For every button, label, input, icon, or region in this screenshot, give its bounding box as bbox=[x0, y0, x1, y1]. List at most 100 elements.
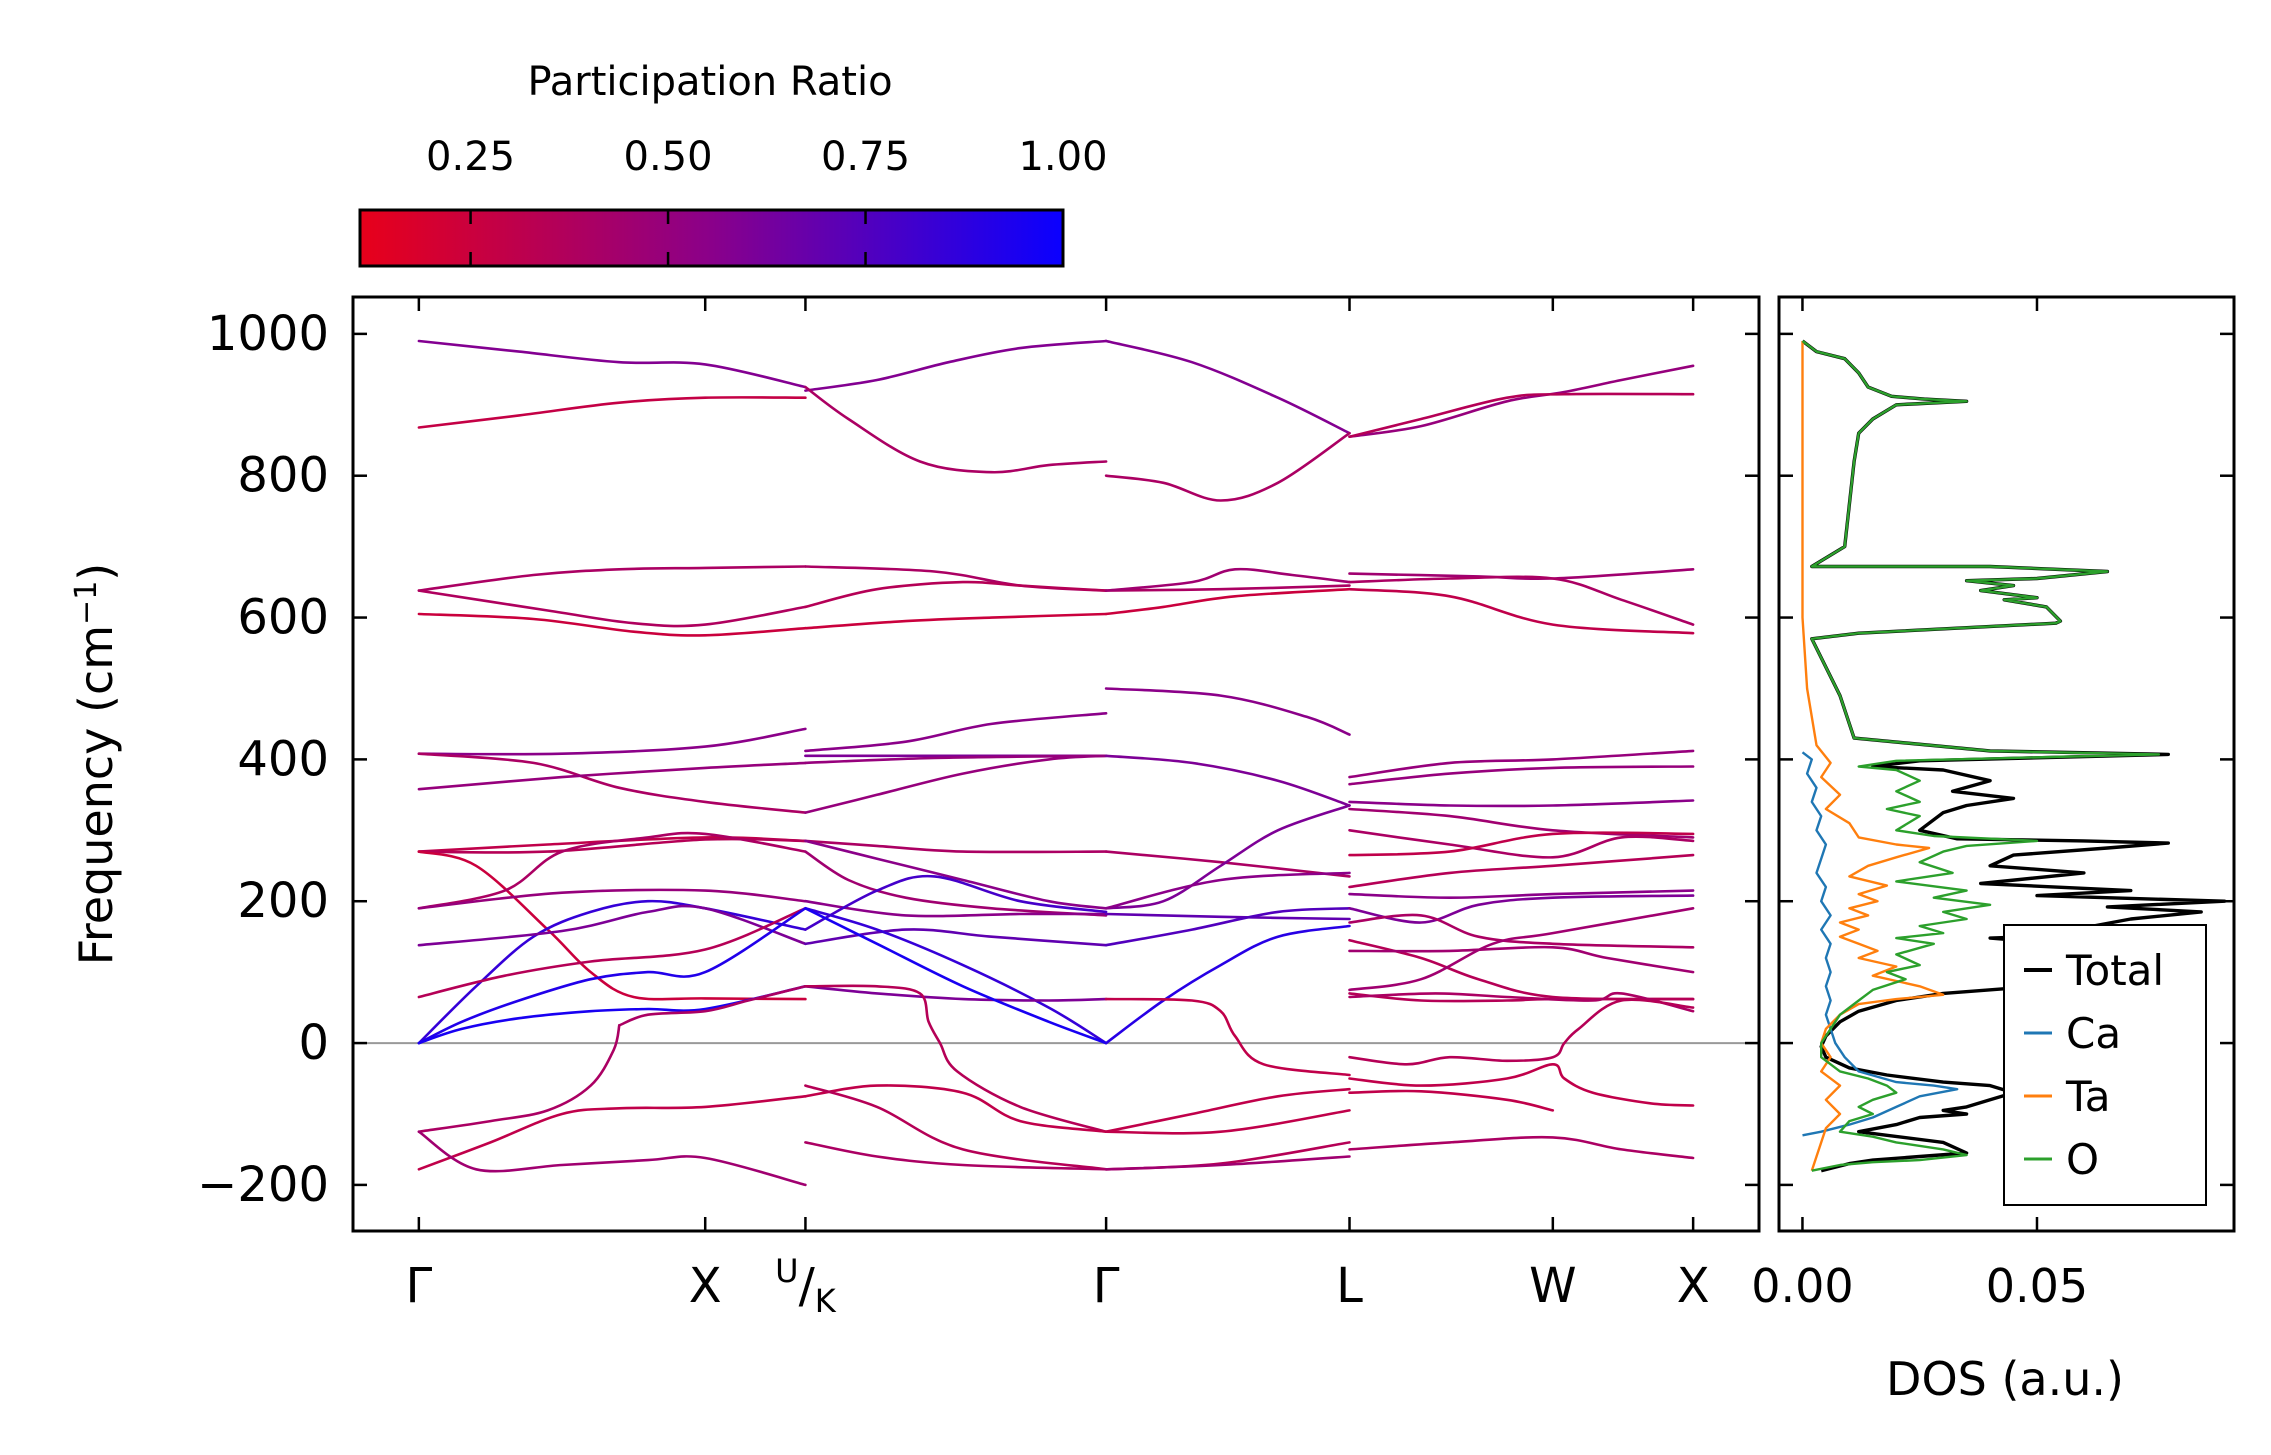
y-tick-label: 600 bbox=[237, 590, 329, 646]
band-line bbox=[804, 907, 1108, 1045]
dos-x-axis-label: DOS (a.u.) bbox=[1886, 1352, 2124, 1406]
band-line bbox=[1104, 912, 1351, 921]
legend-label-ta: Ta bbox=[2065, 1072, 2110, 1121]
band-line bbox=[1104, 850, 1351, 878]
band-line bbox=[417, 612, 807, 637]
dos-legend: Total Ca Ta O bbox=[2003, 924, 2207, 1206]
band-line bbox=[1104, 997, 1351, 1077]
band-line bbox=[804, 928, 1108, 947]
band-line bbox=[1104, 687, 1351, 736]
dos-x-tick-label: 0.05 bbox=[1986, 1259, 2088, 1313]
kpoint-label: X bbox=[689, 1258, 722, 1314]
band-line bbox=[417, 339, 807, 389]
band-line bbox=[1104, 1155, 1351, 1171]
band-line bbox=[417, 1130, 807, 1187]
band-line bbox=[1104, 567, 1351, 592]
dos-panel: 0.00 0.05 DOS (a.u.) Total Ca Ta O bbox=[1751, 295, 2236, 1406]
band-line bbox=[1348, 894, 1695, 924]
dos-line-o bbox=[1801, 340, 2161, 1172]
band-line bbox=[1348, 587, 1695, 635]
y-tick-label: 400 bbox=[237, 731, 329, 787]
band-line bbox=[1348, 829, 1695, 859]
band-line bbox=[804, 385, 1108, 474]
band-line bbox=[1104, 907, 1351, 947]
band-line bbox=[1348, 807, 1695, 839]
band-line bbox=[417, 907, 807, 999]
band-line bbox=[804, 839, 1108, 854]
band-line bbox=[1348, 998, 1695, 1066]
legend-label-total: Total bbox=[2065, 946, 2164, 995]
y-tick-label: 800 bbox=[237, 448, 329, 504]
band-line bbox=[417, 831, 807, 910]
band-line bbox=[417, 904, 807, 947]
band-line bbox=[417, 752, 807, 814]
y-tick-label: 0 bbox=[298, 1015, 329, 1071]
band-line bbox=[804, 1141, 1108, 1171]
dos-line-ca bbox=[1801, 751, 1959, 1137]
band-line bbox=[417, 589, 807, 628]
band-line bbox=[1348, 392, 1695, 438]
band-line bbox=[804, 850, 1108, 917]
dos-axes-frame bbox=[1777, 295, 2236, 1233]
band-line bbox=[417, 985, 807, 1045]
y-tick-label: 1000 bbox=[207, 306, 329, 362]
band-line bbox=[804, 712, 1108, 753]
colorbar-tick-label: 0.75 bbox=[821, 134, 910, 180]
band-line bbox=[417, 396, 807, 429]
band-line bbox=[804, 899, 1108, 918]
band-line bbox=[417, 761, 807, 791]
band-line bbox=[1348, 831, 1695, 857]
band-line bbox=[804, 907, 1108, 1045]
band-line bbox=[804, 984, 1108, 1133]
band-line bbox=[1348, 1062, 1695, 1107]
band-line bbox=[1348, 889, 1695, 900]
band-line bbox=[1348, 575, 1695, 626]
kpoint-label: Γ bbox=[405, 1258, 432, 1314]
band-line bbox=[417, 888, 807, 910]
band-line bbox=[1104, 1109, 1351, 1135]
band-line bbox=[1348, 799, 1695, 808]
band-line bbox=[417, 727, 807, 756]
band-line bbox=[1104, 754, 1351, 807]
band-axes: −200 0 200 400 600 800 1000 Γ X U/K Γ L W X bbox=[197, 295, 1761, 1320]
colorbar-tick-label: 0.50 bbox=[624, 134, 713, 180]
band-line bbox=[1348, 1135, 1695, 1160]
y-axis-label: Frequency (cm−1) bbox=[69, 563, 123, 966]
band-line bbox=[804, 839, 1108, 910]
band-line bbox=[804, 1084, 1108, 1171]
band-line bbox=[1348, 945, 1695, 974]
band-line bbox=[417, 565, 807, 592]
dos-x-tick-label: 0.00 bbox=[1751, 1259, 1853, 1313]
band-line bbox=[1348, 992, 1695, 1003]
colorbar-tick-label: 1.00 bbox=[1018, 134, 1107, 180]
kpoint-label: Γ bbox=[1093, 1258, 1120, 1314]
band-line bbox=[804, 874, 1108, 931]
dos-line-ta bbox=[1801, 341, 1945, 1172]
y-tick-label: −200 bbox=[197, 1157, 329, 1213]
band-line bbox=[804, 754, 1108, 765]
band-line bbox=[1348, 991, 1695, 1013]
kpoint-label: X bbox=[1677, 1258, 1710, 1314]
band-line bbox=[1348, 364, 1695, 438]
colorbar: Participation Ratio 0.25 0.50 0.75 1.00 bbox=[358, 59, 1108, 268]
colorbar-tick-label: 0.25 bbox=[426, 134, 515, 180]
band-line bbox=[1348, 853, 1695, 889]
band-line bbox=[804, 580, 1108, 609]
band-line bbox=[1104, 339, 1351, 435]
band-line bbox=[1104, 924, 1351, 1045]
colorbar-gradient bbox=[358, 208, 1065, 268]
band-line bbox=[804, 754, 1108, 814]
band-lines bbox=[353, 339, 1759, 1187]
dos-axes: 0.00 0.05 bbox=[1751, 295, 2236, 1313]
band-line bbox=[1104, 431, 1351, 502]
band-line bbox=[417, 1095, 807, 1171]
band-line bbox=[804, 339, 1108, 392]
kpoint-label: L bbox=[1336, 1258, 1363, 1314]
band-line bbox=[417, 907, 807, 1045]
band-line bbox=[1104, 584, 1351, 592]
band-line bbox=[1104, 1087, 1351, 1133]
band-line bbox=[804, 1084, 1108, 1133]
band-line bbox=[417, 1024, 621, 1133]
y-tick-label: 200 bbox=[237, 873, 329, 929]
